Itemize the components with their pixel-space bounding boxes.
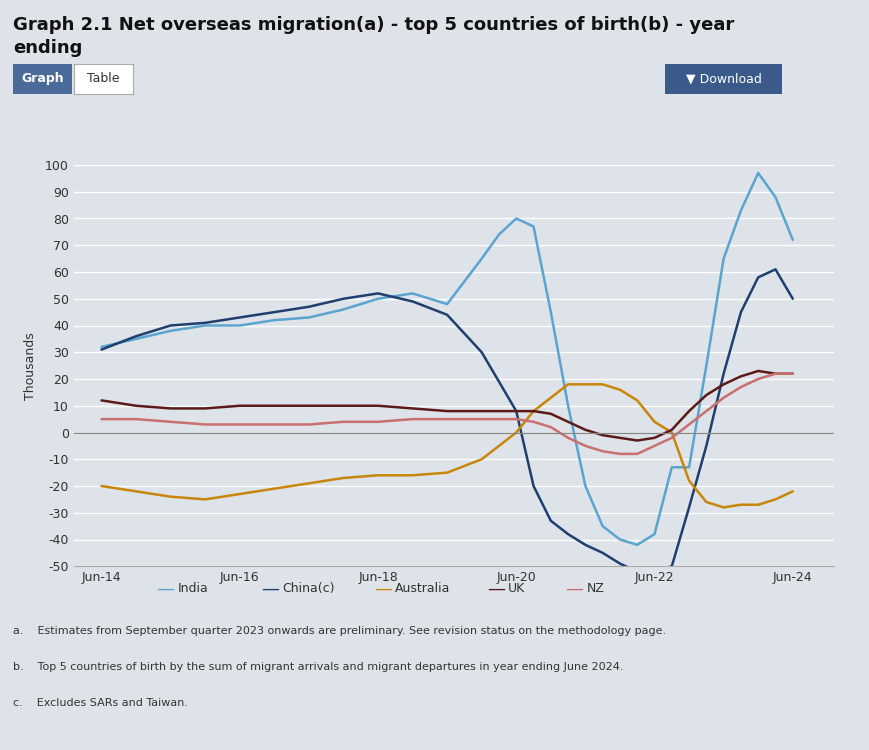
Text: —: —	[565, 580, 583, 598]
Text: NZ: NZ	[587, 582, 605, 596]
Text: —: —	[374, 580, 392, 598]
Text: Graph: Graph	[21, 72, 64, 86]
Text: China(c): China(c)	[282, 582, 335, 596]
Text: ▼ Download: ▼ Download	[686, 72, 761, 86]
Y-axis label: Thousands: Thousands	[23, 332, 36, 400]
Text: UK: UK	[508, 582, 526, 596]
Text: —: —	[156, 580, 175, 598]
Text: c.    Excludes SARs and Taiwan.: c. Excludes SARs and Taiwan.	[13, 698, 188, 708]
Text: Table: Table	[87, 72, 120, 86]
Text: India: India	[178, 582, 209, 596]
Text: —: —	[261, 580, 279, 598]
Text: a.    Estimates from September quarter 2023 onwards are preliminary. See revisio: a. Estimates from September quarter 2023…	[13, 626, 667, 636]
Text: Australia: Australia	[395, 582, 451, 596]
Text: —: —	[487, 580, 505, 598]
Text: b.    Top 5 countries of birth by the sum of migrant arrivals and migrant depart: b. Top 5 countries of birth by the sum o…	[13, 662, 624, 672]
Text: Graph 2.1 Net overseas migration(a) - top 5 countries of birth(b) - year
ending: Graph 2.1 Net overseas migration(a) - to…	[13, 16, 734, 57]
